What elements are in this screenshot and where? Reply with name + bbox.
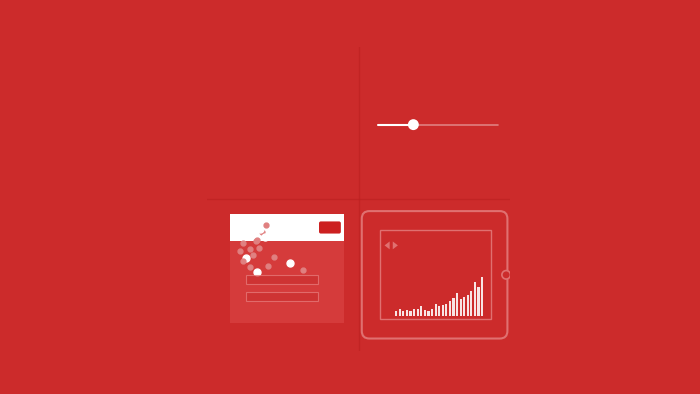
Bar (406, 310, 408, 316)
Bar (474, 282, 476, 316)
Polygon shape (393, 242, 398, 249)
Bar (481, 277, 483, 316)
Bar (460, 299, 462, 316)
Bar (467, 295, 469, 316)
Bar (449, 301, 451, 316)
Bar (442, 305, 444, 316)
Bar (431, 309, 433, 316)
Circle shape (408, 119, 419, 130)
Bar (456, 293, 458, 316)
FancyBboxPatch shape (319, 221, 341, 234)
Bar (230, 214, 344, 241)
Bar (438, 307, 440, 316)
Bar (470, 291, 473, 316)
Bar (380, 230, 491, 320)
Circle shape (502, 271, 510, 279)
Bar (246, 275, 318, 284)
FancyBboxPatch shape (362, 211, 508, 338)
Bar (463, 297, 466, 316)
Bar (435, 304, 437, 316)
Bar (399, 309, 401, 316)
Bar (477, 286, 480, 316)
Polygon shape (384, 242, 390, 249)
Bar (420, 306, 422, 316)
Bar (428, 311, 430, 316)
Bar (410, 311, 412, 316)
Bar (402, 311, 405, 316)
Bar (230, 241, 344, 323)
Bar (416, 309, 419, 316)
Bar (395, 311, 398, 316)
Bar (445, 304, 447, 316)
Bar (246, 292, 318, 301)
Bar (413, 309, 415, 316)
Bar (452, 298, 454, 316)
Bar (424, 310, 426, 316)
